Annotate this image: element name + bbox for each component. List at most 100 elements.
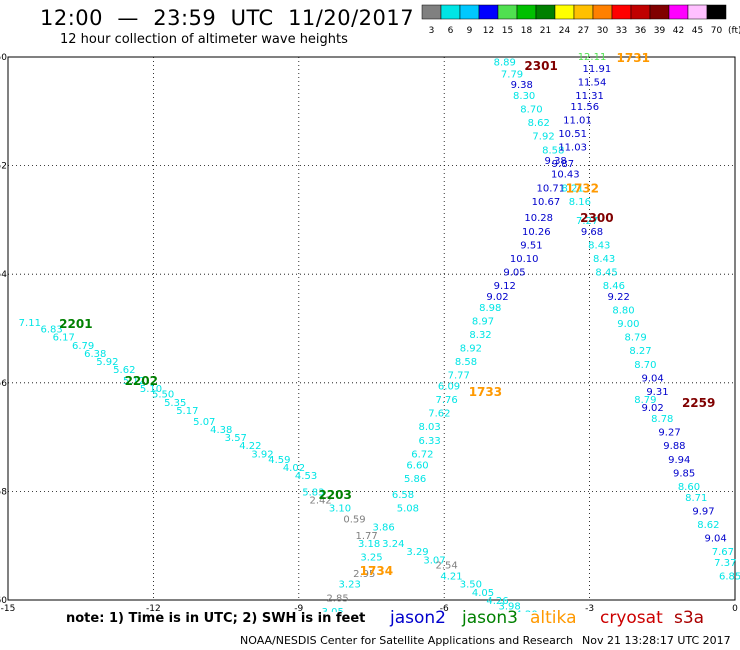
track-time-label: 2259 xyxy=(682,396,715,410)
wave-height-value: 7.11 xyxy=(19,318,41,329)
wave-height-value: 8.21 xyxy=(562,183,584,194)
footer-timestamp: Nov 21 13:28:17 UTC 2017 xyxy=(582,634,731,647)
wave-height-value: 10.26 xyxy=(522,227,551,238)
wave-height-value: 6.09 xyxy=(438,382,460,393)
y-tick-label: -58 xyxy=(0,487,7,497)
wave-height-value: 0.59 xyxy=(343,515,365,526)
wave-height-value: 10.51 xyxy=(558,129,587,140)
wave-height-value: 3.86 xyxy=(372,523,394,534)
wave-height-value: 2.42 xyxy=(309,496,331,507)
wave-height-value: 2.54 xyxy=(435,561,457,572)
wave-height-value: 5.10 xyxy=(140,384,162,395)
wave-height-value: 4.53 xyxy=(295,471,317,482)
wave-height-value: 8.70 xyxy=(520,105,542,116)
track-time-label: 2301 xyxy=(524,59,557,73)
x-tick-label: -15 xyxy=(1,604,16,612)
wave-height-value: 5.12 xyxy=(123,376,145,387)
wave-height-value: 8.58 xyxy=(542,145,564,156)
wave-height-value: 11.31 xyxy=(575,91,604,102)
color-scale-swatch xyxy=(706,4,727,20)
wave-height-value: 3.23 xyxy=(339,580,361,591)
wave-height-value: 8.62 xyxy=(528,118,550,129)
footer-org: NOAA/NESDIS Center for Satellite Applica… xyxy=(240,634,574,647)
wave-height-value: 9.94 xyxy=(668,455,690,466)
x-tick-label: -3 xyxy=(585,604,594,612)
color-scale-label: 9 xyxy=(467,26,473,36)
wave-height-value: 6.85 xyxy=(719,572,740,583)
y-tick-label: -54 xyxy=(0,270,7,280)
wave-height-value: 2.85 xyxy=(326,593,348,604)
wave-height-value: 12.11 xyxy=(578,52,607,63)
wave-height-value: 9.02 xyxy=(641,403,663,414)
wave-height-value: 8.43 xyxy=(593,254,615,265)
color-scale-label: 70 xyxy=(711,26,723,36)
wave-height-value: 3.57 xyxy=(225,433,247,444)
wave-height-value: 5.83 xyxy=(302,487,324,498)
y-tick-label: -50 xyxy=(0,53,7,63)
wave-height-value: 4.26 xyxy=(486,596,508,607)
wave-height-value: 3.25 xyxy=(360,553,382,564)
wave-height-value: 7.67 xyxy=(712,547,734,558)
legend-cryosat: cryosat xyxy=(600,608,663,628)
wave-height-value: 8.03 xyxy=(419,422,441,433)
wave-height-value: 8.45 xyxy=(595,267,617,278)
plot-frame xyxy=(7,56,736,601)
wave-height-value: 5.86 xyxy=(404,474,426,485)
color-scale-unit: (ft) xyxy=(728,26,740,36)
wave-height-value: 5.92 xyxy=(96,357,118,368)
wave-height-value: 9.22 xyxy=(608,292,630,303)
wave-height-value: 6.79 xyxy=(72,341,94,352)
wave-height-value: 9.31 xyxy=(646,387,668,398)
wave-height-value: 8.27 xyxy=(629,346,651,357)
wave-height-value: 8.70 xyxy=(634,360,656,371)
wave-height-value: 8.71 xyxy=(685,493,707,504)
wave-height-value: 4.21 xyxy=(440,572,462,583)
color-scale-label: 45 xyxy=(692,26,703,36)
wave-height-value: 6.83 xyxy=(40,325,62,336)
x-tick-label: -12 xyxy=(146,604,161,612)
wave-height-value: 9.12 xyxy=(494,281,516,292)
wave-height-value: 9.27 xyxy=(658,428,680,439)
wave-height-value: 8.60 xyxy=(678,482,700,493)
track-time-label: 2300 xyxy=(580,211,613,225)
wave-height-value: 9.00 xyxy=(617,319,639,330)
wave-height-value: 3.05 xyxy=(322,607,344,612)
wave-height-value: 5.17 xyxy=(176,406,198,417)
wave-height-value: 1.77 xyxy=(356,531,378,542)
wave-height-value: 11.03 xyxy=(558,143,587,154)
x-tick-label: 0 xyxy=(732,604,738,612)
color-scale-label: 15 xyxy=(502,26,513,36)
wave-height-value: 8.78 xyxy=(651,414,673,425)
wave-height-value: 5.08 xyxy=(397,504,419,515)
color-scale-label: 3 xyxy=(429,26,435,36)
wave-height-value: 3.29 xyxy=(406,547,428,558)
wave-height-value: 6.60 xyxy=(406,460,428,471)
wave-height-value: 9.05 xyxy=(503,267,525,278)
wave-height-value: 4.38 xyxy=(210,425,232,436)
track-time-label: 2203 xyxy=(318,488,351,502)
color-scale-label: 27 xyxy=(578,26,589,36)
wave-height-value: 4.59 xyxy=(268,455,290,466)
track-time-label: 1731 xyxy=(617,51,650,65)
color-scale-label: 18 xyxy=(521,26,533,36)
wave-height-value: 11.54 xyxy=(578,77,607,88)
y-tick-label: -60 xyxy=(0,596,7,606)
wave-height-value: 8.32 xyxy=(469,330,491,341)
wave-height-value: 10.43 xyxy=(551,170,580,181)
wave-height-value: 4.22 xyxy=(239,441,261,452)
wave-height-value: 10.71 xyxy=(537,183,566,194)
wave-height-value: 9.04 xyxy=(641,373,663,384)
wave-height-value: 9.68 xyxy=(581,227,603,238)
wave-height-value: 7.76 xyxy=(435,395,457,406)
color-scale-label: 12 xyxy=(483,26,494,36)
wave-height-value: 8.16 xyxy=(569,197,591,208)
color-scale-label: 6 xyxy=(448,26,454,36)
wave-height-value: 7.77 xyxy=(448,371,470,382)
wave-height-value: 7.37 xyxy=(714,558,736,569)
wave-height-value: 9.97 xyxy=(692,506,714,517)
wave-height-value: 8.97 xyxy=(472,316,494,327)
wave-height-value: 8.62 xyxy=(697,520,719,531)
wave-height-value: 6.58 xyxy=(392,490,414,501)
wave-height-value: 3.18 xyxy=(358,539,380,550)
wave-height-value: 8.80 xyxy=(612,305,634,316)
